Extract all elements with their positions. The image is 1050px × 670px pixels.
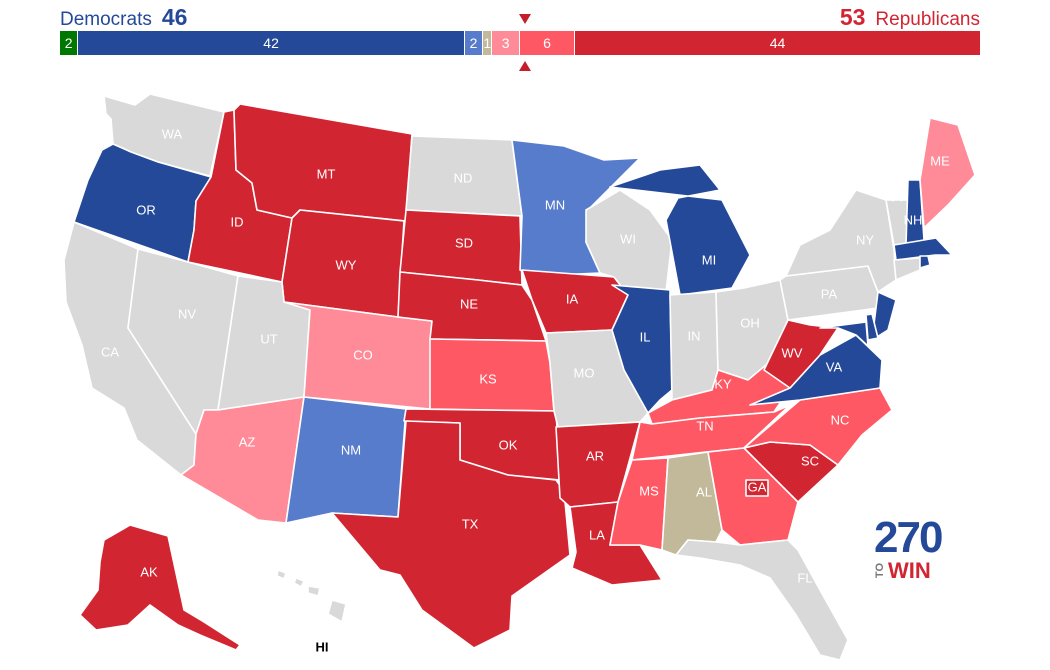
bar-segment-ind: 2 [60,31,79,55]
democrats-label: Democrats [60,9,152,30]
bar-segment-rep_tilt: 3 [492,31,520,55]
state-nm[interactable] [285,396,407,524]
label-ia: IA [566,291,579,306]
label-al: AL [696,484,712,499]
bar-segment-dem_likely: 2 [464,31,484,55]
bar-segment-label: 44 [769,35,786,51]
us-senate-map: WA OR CA NV ID MT WY UT AZ CO NM ND SD N… [63,93,976,661]
label-ok: OK [499,437,518,452]
state-ct[interactable] [893,257,921,281]
bar-segment-label: 6 [543,35,551,51]
label-wi: WI [620,231,636,246]
label-il: IL [640,329,651,344]
label-ne: NE [460,296,478,311]
label-hi: HI [316,639,329,654]
label-va: VA [826,359,843,374]
label-mn: MN [545,197,565,212]
label-or: OR [136,202,156,217]
label-mi: MI [702,252,716,267]
label-ny: NY [856,232,874,247]
label-mt: MT [317,166,336,181]
state-tx[interactable] [331,420,571,649]
bar-segment-rep_safe: 44 [575,31,980,55]
state-mt[interactable] [233,103,413,222]
label-ks: KS [479,371,497,386]
label-co: CO [353,347,373,362]
state-fl[interactable] [675,539,849,661]
logo-number: 270 [874,513,943,562]
democrats-header: Democrats 46 [60,4,187,30]
seat-balance-bar: 2 42 2 1 3 6 44 [60,31,980,55]
label-ms: MS [639,483,659,498]
bar-segment-label: 3 [501,35,510,51]
bar-segment-label: 2 [469,35,478,51]
label-ca: CA [101,344,119,359]
state-tn[interactable] [631,404,791,461]
label-wa: WA [162,126,183,141]
state-ri[interactable] [919,255,931,269]
label-ky: KY [714,376,732,391]
state-ak[interactable] [79,524,241,651]
label-fl: FL [797,570,812,585]
label-nc: NC [831,412,850,427]
logo-to: TO [874,563,886,579]
label-oh: OH [740,315,760,330]
bar-segment-label: 1 [483,35,492,51]
label-pa: PA [821,286,838,301]
label-az: AZ [239,434,256,449]
label-wv: WV [782,345,803,360]
bar-segment-tossup: 1 [483,31,493,55]
label-nd: ND [454,170,473,185]
republicans-header: 53 Republicans [840,4,980,30]
label-id: ID [231,214,244,229]
majority-marker-bottom [519,61,531,71]
majority-marker-top [519,14,531,24]
label-nh: NH [904,212,923,227]
label-la: LA [589,527,605,542]
label-mo: MO [574,365,595,380]
label-tn: TN [696,418,713,433]
label-ar: AR [586,448,604,463]
label-ga: GA [748,479,767,494]
democrats-total: 46 [161,4,188,30]
state-hi[interactable] [276,569,347,623]
label-ut: UT [260,331,277,346]
state-me[interactable] [919,117,976,229]
bar-segment-label: 42 [263,35,279,51]
label-in: IN [688,328,701,343]
label-me: ME [930,153,950,168]
label-wy: WY [336,257,357,272]
republicans-total: 53 [839,4,866,30]
label-sc: SC [801,453,819,468]
label-ak: AK [140,564,158,579]
state-md[interactable] [819,321,869,347]
label-nm: NM [341,442,361,457]
state-mi[interactable] [609,164,751,296]
logo-win: WIN [888,558,931,583]
bar-segment-label: 2 [64,35,73,51]
label-nv: NV [178,306,196,321]
bar-segment-dem_safe: 42 [78,31,465,55]
label-sd: SD [455,235,473,250]
bar-segment-rep_likely: 6 [519,31,576,55]
state-ga-special-marker[interactable] [745,479,769,497]
label-vt: VT [889,189,906,204]
state-in[interactable] [669,291,719,401]
label-tx: TX [462,516,479,531]
270towin-logo: 270 TO WIN [874,513,944,583]
republicans-label: Republicans [875,9,980,30]
